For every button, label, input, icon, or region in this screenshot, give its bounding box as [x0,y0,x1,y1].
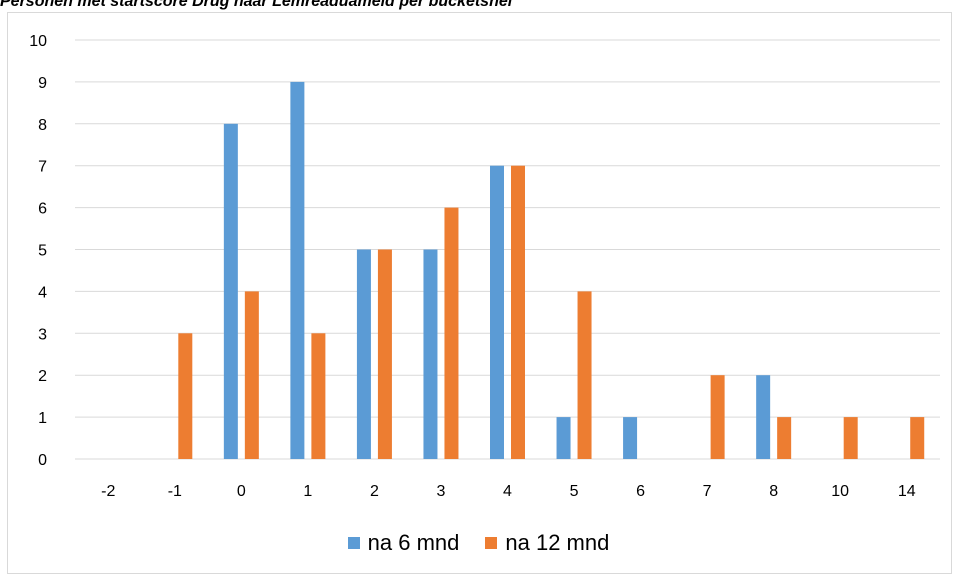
legend-label-series-1: na 6 mnd [367,530,460,555]
bar-series-1-8 [756,375,771,459]
bar-series-2-3 [444,207,459,459]
y-tick-label: 2 [38,368,47,385]
x-tick-label: 1 [303,483,312,500]
legend-item-series-1: na 6 mnd [347,530,460,556]
bar-series-2-10 [843,417,858,459]
y-tick-label: 9 [38,75,47,92]
y-tick-label: 6 [38,201,47,218]
legend: na 6 mnd na 12 mnd [0,530,957,556]
x-tick-label: 5 [570,483,579,500]
bar-series-2-8 [777,417,792,459]
bar-series-1-0 [223,123,238,460]
y-tick-label: 3 [38,326,47,343]
chart-title: Personen met startscore Drug naar Lemrea… [0,0,513,10]
y-tick-label: 5 [38,243,47,260]
y-tick-label: 0 [38,452,47,469]
bar-series-2-5 [577,291,592,459]
legend-item-series-2: na 12 mnd [485,530,609,556]
bar-series-2-14 [910,417,925,459]
x-tick-label: -2 [101,483,115,500]
x-tick-label: 6 [636,483,645,500]
x-tick-label: 3 [437,483,446,500]
y-tick-label: 1 [38,410,47,427]
x-tick-label: 2 [370,483,379,500]
chart-area [7,12,952,574]
bar-series-2-2 [377,249,392,459]
bar-series-1-5 [556,417,571,459]
bars [178,81,925,460]
bar-series-2-1 [311,333,326,459]
bar-series-1-4 [490,165,504,459]
x-tick-label: 14 [898,483,916,500]
bar-series-2-7 [710,375,725,459]
legend-swatch-series-1 [347,537,360,549]
gridlines [75,39,940,460]
y-tick-label: 4 [38,284,47,301]
bar-series-1-3 [423,249,438,459]
bar-series-2-4 [511,165,525,459]
y-axis-ticks: 0 1 2 3 4 5 6 7 8 9 10 [29,33,47,469]
x-axis-ticks: -2 -1 0 1 2 3 4 5 6 7 8 10 14 [101,483,916,500]
y-tick-label: 8 [38,117,47,134]
bar-series-1-6 [623,417,638,459]
y-tick-label: 10 [29,33,47,50]
legend-swatch-series-2 [485,537,498,549]
x-tick-label: 7 [703,483,712,500]
bar-series-1-2 [356,249,371,459]
bar-series-1-1 [290,81,305,460]
x-tick-label: 0 [237,483,246,500]
bar-series-2--1 [178,333,193,459]
x-tick-label: 4 [503,483,512,500]
x-tick-label: -1 [168,483,182,500]
y-tick-label: 7 [38,159,47,176]
legend-label-series-2: na 12 mnd [505,530,610,555]
bar-series-2-0 [244,291,259,459]
x-tick-label: 10 [831,483,849,500]
x-tick-label: 8 [769,483,778,500]
